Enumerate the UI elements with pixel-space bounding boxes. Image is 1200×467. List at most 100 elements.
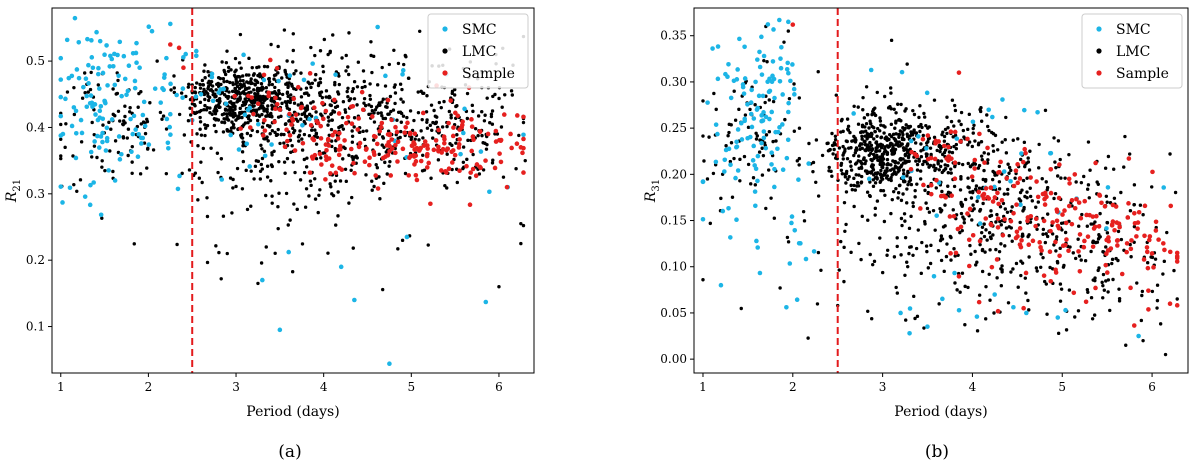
point-lmc	[978, 242, 982, 247]
point-lmc	[1023, 276, 1028, 280]
point-lmc	[1028, 149, 1032, 153]
point-lmc	[729, 123, 733, 127]
point-sample	[1125, 215, 1131, 220]
point-sample	[498, 138, 504, 144]
point-lmc	[1141, 213, 1145, 217]
point-lmc	[963, 284, 967, 289]
point-smc	[307, 116, 312, 122]
point-lmc	[958, 290, 962, 294]
point-lmc	[1101, 296, 1105, 300]
point-lmc	[1055, 259, 1060, 264]
point-smc	[132, 78, 138, 84]
point-sample	[407, 155, 412, 161]
point-lmc	[1098, 211, 1102, 216]
point-lmc	[75, 189, 79, 193]
point-lmc	[225, 115, 229, 119]
point-lmc	[367, 103, 371, 107]
point-lmc	[95, 155, 99, 160]
point-lmc	[482, 119, 487, 123]
point-sample	[457, 137, 462, 142]
point-lmc	[732, 89, 736, 93]
point-sample	[969, 174, 975, 180]
point-sample	[393, 142, 398, 148]
point-sample	[395, 139, 401, 145]
point-sample	[260, 133, 266, 138]
point-smc	[792, 228, 798, 233]
point-lmc	[873, 181, 878, 185]
point-lmc	[443, 183, 447, 188]
point-sample	[1014, 229, 1020, 235]
point-sample	[1145, 265, 1151, 271]
point-lmc	[1085, 224, 1090, 228]
point-lmc	[399, 129, 403, 134]
point-lmc	[252, 88, 256, 92]
point-lmc	[421, 136, 425, 140]
point-lmc	[305, 156, 309, 160]
point-lmc	[981, 201, 985, 206]
point-lmc	[285, 156, 290, 161]
point-smc	[761, 135, 767, 141]
point-sample	[1142, 203, 1148, 209]
point-sample	[300, 140, 306, 146]
point-lmc	[264, 85, 269, 90]
point-sample	[261, 72, 267, 78]
point-lmc	[871, 152, 876, 157]
point-lmc	[377, 175, 381, 179]
point-lmc	[282, 141, 286, 145]
point-lmc	[1086, 183, 1091, 187]
point-lmc	[259, 143, 263, 147]
point-lmc	[485, 96, 489, 100]
point-smc	[140, 135, 146, 141]
point-lmc	[875, 199, 880, 203]
point-smc	[86, 62, 91, 68]
point-sample	[1096, 224, 1102, 229]
point-lmc	[1059, 287, 1064, 291]
point-sample	[1015, 180, 1021, 186]
point-smc	[757, 64, 763, 70]
point-lmc	[347, 153, 351, 157]
point-sample	[1146, 307, 1151, 312]
point-smc	[778, 65, 784, 71]
point-lmc	[889, 178, 893, 183]
point-lmc	[350, 129, 354, 133]
point-lmc	[880, 270, 885, 275]
point-lmc	[1018, 190, 1023, 195]
point-lmc	[417, 138, 421, 142]
point-sample	[970, 232, 976, 238]
point-lmc	[786, 240, 791, 244]
point-lmc	[977, 186, 982, 190]
point-lmc	[334, 223, 338, 227]
point-smc	[112, 82, 118, 88]
point-sample	[1167, 249, 1173, 255]
point-lmc	[198, 127, 202, 131]
point-sample	[1115, 243, 1120, 248]
point-lmc	[1016, 137, 1020, 141]
point-lmc	[914, 131, 919, 135]
point-lmc	[255, 93, 260, 98]
point-lmc	[445, 124, 449, 129]
point-lmc	[298, 178, 303, 182]
point-lmc	[905, 187, 909, 191]
point-smc	[100, 130, 105, 136]
point-lmc	[272, 99, 276, 103]
point-lmc	[100, 165, 104, 169]
point-sample	[262, 128, 268, 133]
point-lmc	[816, 70, 820, 74]
point-lmc	[879, 123, 883, 127]
point-lmc	[481, 168, 486, 172]
point-sample	[414, 177, 420, 183]
point-sample	[262, 117, 267, 123]
point-lmc	[380, 65, 384, 70]
point-lmc	[1017, 197, 1021, 201]
point-lmc	[199, 133, 204, 137]
point-lmc	[305, 91, 309, 95]
point-smc	[142, 123, 148, 129]
point-lmc	[903, 161, 907, 165]
point-lmc	[860, 214, 864, 219]
point-lmc	[712, 91, 716, 96]
point-lmc	[101, 123, 105, 127]
legend-marker-smc	[442, 26, 448, 32]
point-sample	[181, 65, 186, 71]
point-lmc	[1037, 166, 1041, 170]
point-lmc	[976, 166, 981, 170]
